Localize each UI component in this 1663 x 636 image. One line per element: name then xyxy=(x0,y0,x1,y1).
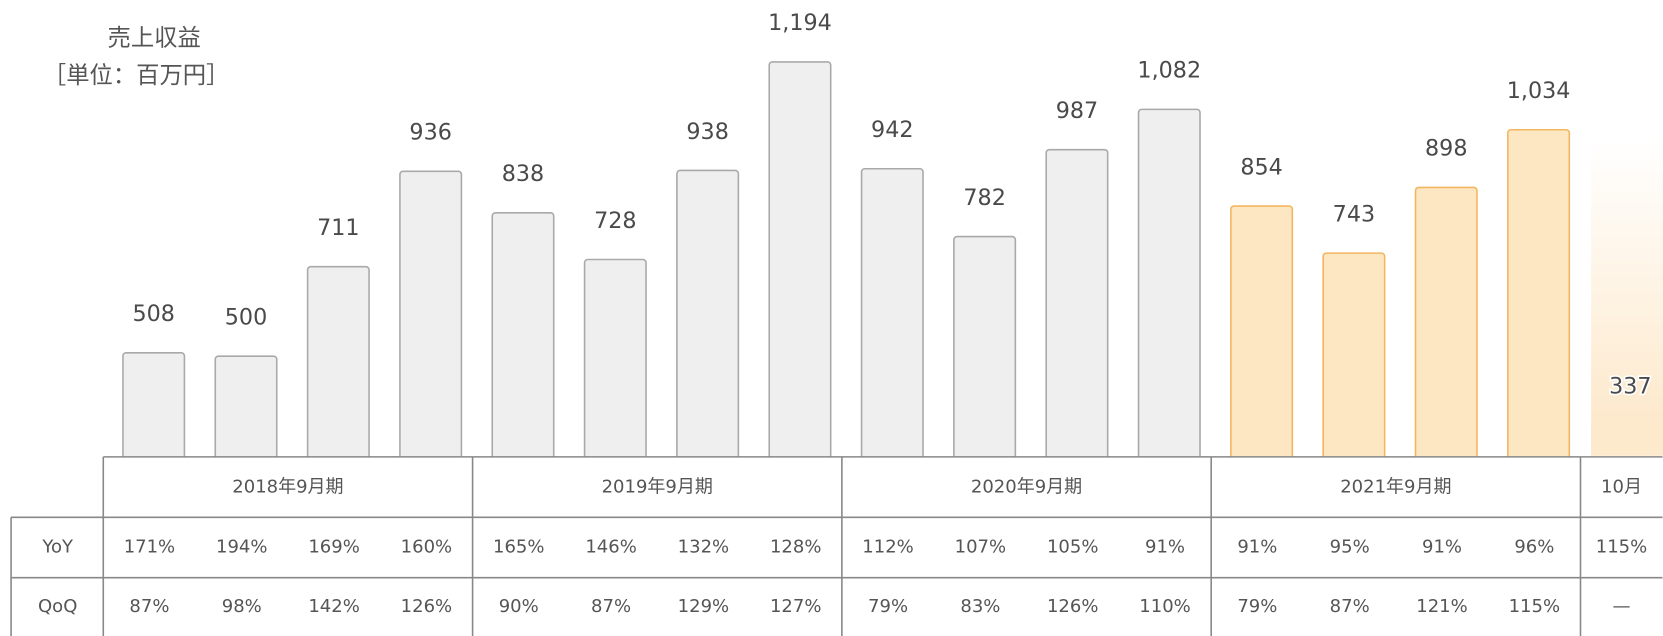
row-label: YoY xyxy=(41,536,74,557)
bar xyxy=(214,355,278,461)
value-label: 838 xyxy=(502,161,544,187)
table-cell: 90% xyxy=(499,596,539,617)
value-label: 938 xyxy=(686,119,728,145)
row-label: QoQ xyxy=(38,596,77,617)
value-label: 711 xyxy=(317,215,359,241)
table-cell: 128% xyxy=(770,536,821,557)
value-label: 782 xyxy=(963,185,1005,211)
table-cell: 79% xyxy=(1237,596,1277,617)
bar xyxy=(676,169,740,461)
table-cell: 87% xyxy=(1330,596,1370,617)
table-cell: 129% xyxy=(678,596,729,617)
bar xyxy=(1591,425,1663,456)
group-label: 2021年9月期 xyxy=(1340,477,1451,498)
bar xyxy=(491,212,555,461)
value-label: 508 xyxy=(132,301,174,327)
table-cell: 169% xyxy=(308,536,359,557)
table-cell: 146% xyxy=(585,536,636,557)
table-cell: 160% xyxy=(401,536,452,557)
table-cell: 171% xyxy=(124,536,175,557)
value-label: 854 xyxy=(1240,154,1282,180)
group-label: 10月 xyxy=(1601,477,1642,498)
table-cell: 87% xyxy=(129,596,169,617)
bar xyxy=(122,351,186,461)
group-label: 2018年9月期 xyxy=(232,477,343,498)
group-label: 2019年9月期 xyxy=(602,477,713,498)
value-label: 898 xyxy=(1425,136,1467,162)
table-cell: 95% xyxy=(1330,536,1370,557)
table-cell: 194% xyxy=(216,536,267,557)
value-label: 936 xyxy=(409,120,451,146)
bar xyxy=(1137,108,1201,461)
value-label: 337 xyxy=(1609,374,1651,400)
table-mask xyxy=(0,456,1663,636)
table-cell: 105% xyxy=(1047,536,1098,557)
table-cell: 91% xyxy=(1237,536,1277,557)
table-cell: 91% xyxy=(1422,536,1462,557)
bar xyxy=(1414,186,1478,461)
table-cell: 83% xyxy=(960,596,1000,617)
table-cell: 126% xyxy=(1047,596,1098,617)
table-cell: 110% xyxy=(1139,596,1190,617)
table-cell: 91% xyxy=(1145,536,1185,557)
bar xyxy=(1322,252,1386,461)
value-label: 1,082 xyxy=(1137,58,1201,84)
table-cell: 115% xyxy=(1596,536,1647,557)
table-cell: 98% xyxy=(222,596,262,617)
bar xyxy=(1230,205,1294,461)
bar xyxy=(399,170,463,461)
chart-subtitle: ［単位：百万円］ xyxy=(43,62,230,89)
value-label: 987 xyxy=(1056,98,1098,124)
table-cell: 79% xyxy=(868,596,908,617)
table-cell: 127% xyxy=(770,596,821,617)
value-label: 743 xyxy=(1333,201,1375,227)
bar-fade xyxy=(1591,137,1663,426)
table-cell: 96% xyxy=(1514,536,1554,557)
value-label: 500 xyxy=(225,304,267,330)
bar xyxy=(1507,128,1571,461)
table-cell: 132% xyxy=(678,536,729,557)
table-cell: 115% xyxy=(1509,596,1560,617)
table-cell: 112% xyxy=(862,536,913,557)
table-cell: 142% xyxy=(308,596,359,617)
bar xyxy=(768,61,832,461)
bar xyxy=(583,258,647,461)
table-cell: — xyxy=(1613,596,1631,617)
bar xyxy=(860,167,924,461)
bar xyxy=(306,265,370,461)
bar xyxy=(1045,148,1109,461)
group-label: 2020年9月期 xyxy=(971,477,1082,498)
table-cell: 126% xyxy=(401,596,452,617)
table-cell: 107% xyxy=(955,536,1006,557)
bar xyxy=(953,235,1017,461)
table-cell: 121% xyxy=(1416,596,1467,617)
value-label: 1,034 xyxy=(1507,78,1571,104)
chart-title: 売上収益 xyxy=(108,25,201,52)
value-label: 942 xyxy=(871,117,913,143)
value-label: 728 xyxy=(594,208,636,234)
table-cell: 87% xyxy=(591,596,631,617)
value-label: 1,194 xyxy=(768,10,832,36)
table-cell: 165% xyxy=(493,536,544,557)
